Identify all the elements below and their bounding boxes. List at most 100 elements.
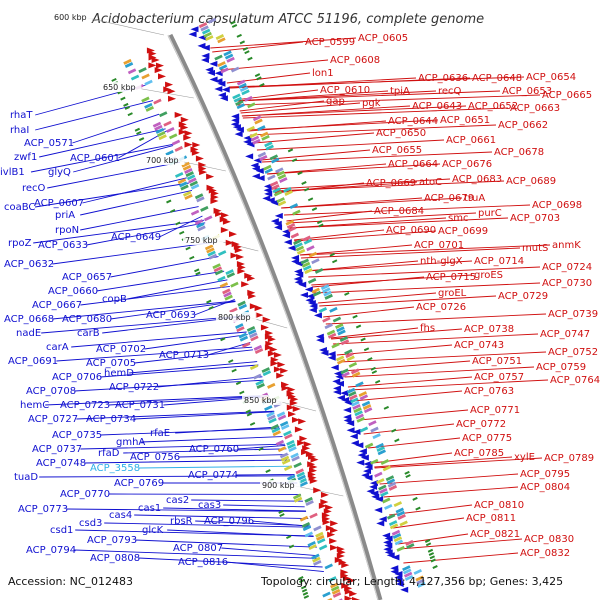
plus-gene-label: ACP_0715 xyxy=(426,272,476,283)
minus-label-line xyxy=(221,547,320,557)
plus-gene-arrow xyxy=(157,73,166,80)
plus-label-line xyxy=(253,132,375,144)
plus-gene-arrow xyxy=(309,463,318,470)
plus-gene-arrow xyxy=(262,316,271,323)
gene-category-box xyxy=(197,225,206,232)
plus-gene-label: ACP_0739 xyxy=(548,309,598,320)
gene-category-box xyxy=(344,348,353,355)
gene-category-box xyxy=(322,287,331,294)
plus-gene-arrow xyxy=(174,111,183,118)
minus-gene-label: ACP_0816 xyxy=(178,557,228,568)
gene-category-box xyxy=(312,556,321,563)
gene-category-box xyxy=(316,534,325,541)
gene-category-box xyxy=(273,190,283,197)
minus-label-line xyxy=(80,443,285,450)
gene-category-box xyxy=(293,496,303,503)
gene-category-box xyxy=(239,335,249,342)
plus-gene-arrow xyxy=(276,372,285,379)
gc-track-mark xyxy=(291,158,298,163)
minus-gene-arrow xyxy=(349,433,358,440)
minus-label-line xyxy=(41,315,241,334)
gene-category-box xyxy=(413,568,422,575)
gene-category-box xyxy=(346,387,356,394)
gene-category-box xyxy=(174,171,184,178)
gene-category-box xyxy=(311,553,320,560)
gene-category-box xyxy=(368,420,377,427)
plus-gene-arrow xyxy=(340,572,349,579)
minus-gene-label: ACP_0668 xyxy=(4,314,54,325)
plus-gene-arrow xyxy=(230,252,239,259)
plus-label-line xyxy=(336,344,453,356)
minus-gene-label: ACP_0660 xyxy=(48,286,98,297)
minus-label-line xyxy=(52,241,214,265)
gc-track-mark xyxy=(194,268,200,273)
plus-label-line xyxy=(348,379,549,391)
kbp-label-bg xyxy=(260,480,301,490)
gene-category-box xyxy=(305,500,314,506)
minus-label-line xyxy=(45,394,269,406)
gc-track-mark xyxy=(344,291,350,296)
minus-gene-label: carA xyxy=(46,342,69,353)
gene-category-box xyxy=(361,400,371,407)
plus-gene-arrow xyxy=(210,190,219,197)
plus-gene-label: ACP_0610 xyxy=(320,85,370,96)
minus-gene-label: ACP_0796 xyxy=(204,516,254,527)
gene-category-box xyxy=(130,74,140,81)
plus-gene-label: ACP_0785 xyxy=(454,448,504,459)
gene-category-box xyxy=(355,413,364,420)
minus-gene-arrow xyxy=(246,141,255,148)
gene-category-box xyxy=(252,138,261,145)
gene-category-box xyxy=(352,403,361,410)
minus-gene-arrow xyxy=(366,488,375,495)
plus-gene-arrow xyxy=(347,577,356,584)
gc-track-mark xyxy=(318,223,324,228)
backbone-highlight xyxy=(167,34,379,600)
gene-category-box xyxy=(232,93,241,100)
plus-gene-label: truA xyxy=(464,193,485,204)
plus-gene-arrow xyxy=(273,366,282,373)
plus-label-line xyxy=(323,306,415,318)
plus-gene-label: ACP_0654 xyxy=(526,72,576,83)
gene-category-box xyxy=(236,326,245,333)
gene-category-box xyxy=(397,514,406,520)
plus-label-line xyxy=(383,486,519,498)
minus-gene-arrow xyxy=(316,337,325,344)
gene-category-box xyxy=(294,242,303,249)
gene-category-box xyxy=(205,35,214,42)
gene-category-box xyxy=(200,205,209,212)
gc-track-mark xyxy=(259,82,265,87)
gene-category-box xyxy=(203,31,212,38)
gene-category-box xyxy=(255,379,264,386)
gene-category-box xyxy=(285,219,294,226)
gene-category-box xyxy=(277,414,287,421)
minus-label-line xyxy=(167,529,314,538)
gene-category-box xyxy=(292,209,301,216)
plus-gene-arrow xyxy=(244,272,253,279)
minus-gene-label: coaBC xyxy=(4,202,35,213)
gene-category-box xyxy=(196,196,205,203)
gene-category-box xyxy=(152,121,162,128)
gene-category-box xyxy=(389,523,399,530)
kbp-label-bg xyxy=(52,12,93,22)
plus-gene-label: ACP_0663 xyxy=(510,103,560,114)
gc-track-mark xyxy=(239,390,245,395)
gene-category-box xyxy=(359,426,369,433)
gene-category-box xyxy=(267,414,276,421)
minus-label-line xyxy=(108,493,301,496)
gene-category-box xyxy=(362,404,372,410)
plus-gene-label: ACP_0662 xyxy=(498,120,548,131)
plus-gene-arrow xyxy=(344,595,353,600)
minus-gene-label: ACP_0734 xyxy=(86,414,136,425)
minus-label-line xyxy=(237,444,286,450)
plus-gene-label: ACP_0661 xyxy=(446,135,496,146)
minus-label-line xyxy=(175,426,280,434)
plus-label-line xyxy=(286,210,373,222)
minus-gene-arrow xyxy=(219,95,228,102)
gene-category-box xyxy=(238,82,247,89)
gene-category-box xyxy=(166,127,175,133)
gene-category-box xyxy=(330,582,339,589)
plus-gene-arrow xyxy=(184,130,193,137)
gc-track-mark xyxy=(123,102,129,107)
plus-gene-arrow xyxy=(338,559,347,566)
gene-category-box xyxy=(284,190,293,197)
